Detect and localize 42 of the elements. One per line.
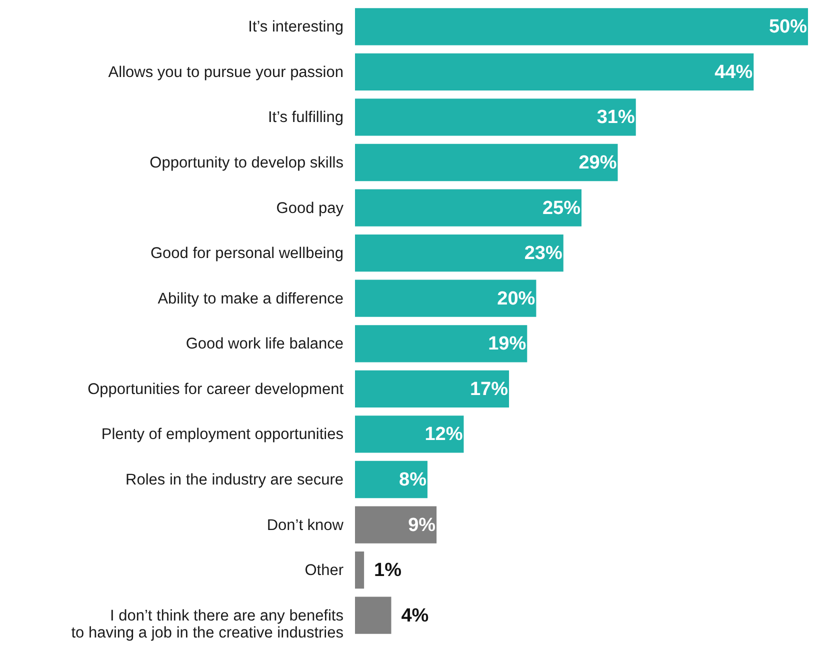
y-tick-label: Good work life balance	[186, 336, 344, 353]
bar	[355, 280, 536, 317]
bar	[355, 506, 437, 544]
data-label: 20%	[497, 288, 536, 310]
y-tick-label: Opportunity to develop skills	[150, 154, 344, 172]
data-label: 12%	[424, 424, 463, 446]
y-tick-label: Other	[304, 562, 344, 580]
bar	[355, 370, 510, 408]
y-tick-label: Good pay	[276, 200, 344, 217]
y-tick-label: It’s fulfilling	[268, 109, 344, 126]
bar	[355, 234, 564, 272]
y-tick-label: It’s interesting	[248, 18, 344, 36]
y-tick-label: Allows you to pursue your passion	[108, 64, 344, 81]
bar	[355, 144, 618, 182]
bar	[355, 596, 392, 634]
data-label: 31%	[596, 107, 635, 128]
data-label: 17%	[470, 378, 508, 400]
bar	[355, 416, 464, 453]
data-label: 19%	[488, 334, 526, 355]
y-tick-label: Opportunities for career development	[88, 380, 344, 398]
y-tick-label: Roles in the industry are secure	[126, 472, 344, 488]
data-label: 29%	[578, 152, 617, 174]
bar	[355, 552, 364, 589]
data-label: 23%	[524, 243, 562, 264]
data-label: 8%	[399, 470, 427, 490]
y-tick-label: I don’t think there are any benefits to having a job in the creative industries	[71, 607, 344, 642]
bar	[355, 189, 582, 226]
data-label: 44%	[714, 62, 753, 83]
data-label: 4%	[401, 605, 429, 626]
y-tick-label: Don’t know	[266, 516, 344, 534]
data-label: 1%	[374, 560, 402, 582]
bar	[355, 325, 528, 362]
bar	[355, 98, 636, 136]
data-label: 50%	[768, 16, 808, 38]
bar	[355, 8, 808, 46]
bar	[355, 53, 754, 90]
y-tick-label: Good for personal wellbeing	[150, 245, 344, 262]
bar	[355, 460, 428, 498]
y-tick-label: Plenty of employment opportunities	[101, 426, 344, 444]
y-tick-label: Ability to make a difference	[158, 290, 344, 308]
data-label: 9%	[408, 514, 436, 536]
data-label: 25%	[542, 198, 581, 219]
